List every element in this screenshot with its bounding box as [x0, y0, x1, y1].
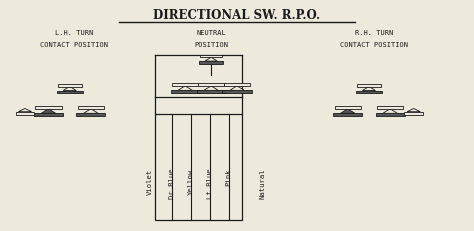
Text: Dr Blue: Dr Blue [169, 168, 175, 198]
Bar [200, 56, 222, 58]
Text: POSITION: POSITION [194, 41, 228, 47]
Bar [356, 91, 382, 94]
Bar [198, 84, 224, 87]
Bar [197, 91, 226, 94]
Text: Natural: Natural [260, 168, 266, 198]
Polygon shape [407, 109, 420, 112]
Bar [375, 114, 405, 117]
Bar [377, 107, 403, 109]
Bar [78, 107, 104, 109]
Polygon shape [18, 109, 32, 112]
Polygon shape [230, 87, 244, 91]
Bar [155, 114, 242, 220]
Text: L.H. TURN: L.H. TURN [55, 30, 93, 36]
Polygon shape [63, 87, 76, 91]
Bar [224, 84, 250, 87]
Bar [34, 114, 63, 117]
Polygon shape [383, 109, 397, 114]
Bar [36, 107, 62, 109]
Bar [76, 114, 105, 117]
Bar [58, 85, 82, 87]
Polygon shape [363, 87, 375, 91]
Text: CONTACT POSITION: CONTACT POSITION [340, 41, 408, 47]
Text: Pink: Pink [226, 168, 231, 185]
Text: Yellow: Yellow [188, 168, 194, 194]
Polygon shape [84, 109, 98, 114]
Bar [57, 91, 83, 94]
Bar [171, 91, 200, 94]
Bar [222, 91, 252, 94]
Text: Violet: Violet [147, 168, 153, 194]
Polygon shape [41, 109, 56, 114]
Polygon shape [178, 87, 192, 91]
Bar [199, 62, 223, 64]
Polygon shape [340, 109, 355, 114]
Bar [172, 84, 198, 87]
Bar [404, 113, 423, 116]
Text: CONTACT POSITION: CONTACT POSITION [40, 41, 109, 47]
Text: DIRECTIONAL SW. R.P.O.: DIRECTIONAL SW. R.P.O. [154, 9, 320, 22]
Polygon shape [204, 87, 219, 91]
Bar [16, 113, 34, 116]
Text: Lt Blue: Lt Blue [207, 168, 213, 198]
Bar [357, 85, 381, 87]
Polygon shape [205, 58, 217, 62]
Text: R.H. TURN: R.H. TURN [355, 30, 393, 36]
Bar [333, 114, 362, 117]
Text: NEUTRAL: NEUTRAL [196, 30, 226, 36]
Bar [335, 107, 361, 109]
